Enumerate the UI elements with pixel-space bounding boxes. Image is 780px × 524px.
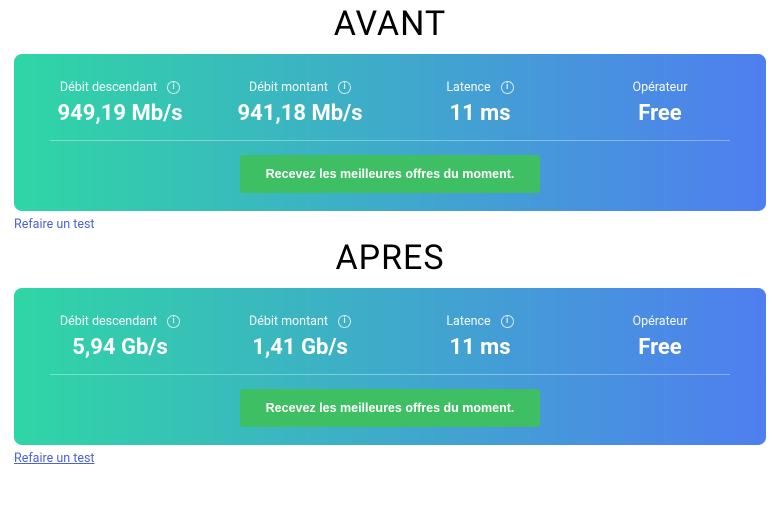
cta-wrap: Recevez les meilleures offres du moment. xyxy=(24,155,756,193)
info-icon[interactable]: i xyxy=(167,315,180,328)
metric-download-value: 949,19 Mb/s xyxy=(30,101,210,126)
label-text: Débit descendant xyxy=(60,80,157,95)
section-title-before: AVANT xyxy=(0,4,780,44)
metric-download-value: 5,94 Gb/s xyxy=(30,335,210,360)
metric-latency: Latence i 11 ms xyxy=(390,310,570,360)
info-icon[interactable]: i xyxy=(338,81,351,94)
metrics-row: Débit descendant i 5,94 Gb/s Débit monta… xyxy=(24,310,756,374)
metric-upload-value: 941,18 Mb/s xyxy=(210,101,390,126)
metric-upload-label: Débit montant i xyxy=(249,80,351,95)
metric-download: Débit descendant i 5,94 Gb/s xyxy=(30,310,210,360)
metric-operator-value: Free xyxy=(570,335,750,360)
metric-download: Débit descendant i 949,19 Mb/s xyxy=(30,76,210,126)
metric-operator-value: Free xyxy=(570,101,750,126)
divider xyxy=(50,140,730,141)
metric-latency: Latence i 11 ms xyxy=(390,76,570,126)
label-text: Débit montant xyxy=(249,314,328,329)
metric-operator-label: Opérateur xyxy=(633,314,688,329)
speedtest-card-before: Débit descendant i 949,19 Mb/s Débit mon… xyxy=(14,54,766,211)
label-text: Opérateur xyxy=(633,80,688,95)
retry-link[interactable]: Refaire un test xyxy=(14,451,95,466)
info-icon[interactable]: i xyxy=(501,315,514,328)
metric-upload-label: Débit montant i xyxy=(249,314,351,329)
divider xyxy=(50,374,730,375)
metric-operator: Opérateur Free xyxy=(570,310,750,360)
label-text: Latence xyxy=(446,80,490,95)
retry-link[interactable]: Refaire un test xyxy=(14,217,95,232)
metric-upload: Débit montant i 1,41 Gb/s xyxy=(210,310,390,360)
metric-download-label: Débit descendant i xyxy=(60,314,180,329)
cta-wrap: Recevez les meilleures offres du moment. xyxy=(24,389,756,427)
metric-latency-label: Latence i xyxy=(446,80,513,95)
label-text: Latence xyxy=(446,314,490,329)
info-icon[interactable]: i xyxy=(338,315,351,328)
metric-upload-value: 1,41 Gb/s xyxy=(210,335,390,360)
metric-upload: Débit montant i 941,18 Mb/s xyxy=(210,76,390,126)
label-text: Opérateur xyxy=(633,314,688,329)
metric-operator-label: Opérateur xyxy=(633,80,688,95)
offers-button[interactable]: Recevez les meilleures offres du moment. xyxy=(240,389,541,427)
offers-button[interactable]: Recevez les meilleures offres du moment. xyxy=(240,155,541,193)
metric-latency-value: 11 ms xyxy=(390,335,570,360)
section-title-after: APRES xyxy=(0,238,780,278)
speedtest-card-after: Débit descendant i 5,94 Gb/s Débit monta… xyxy=(14,288,766,445)
metric-latency-value: 11 ms xyxy=(390,101,570,126)
label-text: Débit descendant xyxy=(60,314,157,329)
metric-download-label: Débit descendant i xyxy=(60,80,180,95)
metric-operator: Opérateur Free xyxy=(570,76,750,126)
metric-latency-label: Latence i xyxy=(446,314,513,329)
label-text: Débit montant xyxy=(249,80,328,95)
info-icon[interactable]: i xyxy=(167,81,180,94)
metrics-row: Débit descendant i 949,19 Mb/s Débit mon… xyxy=(24,76,756,140)
info-icon[interactable]: i xyxy=(501,81,514,94)
